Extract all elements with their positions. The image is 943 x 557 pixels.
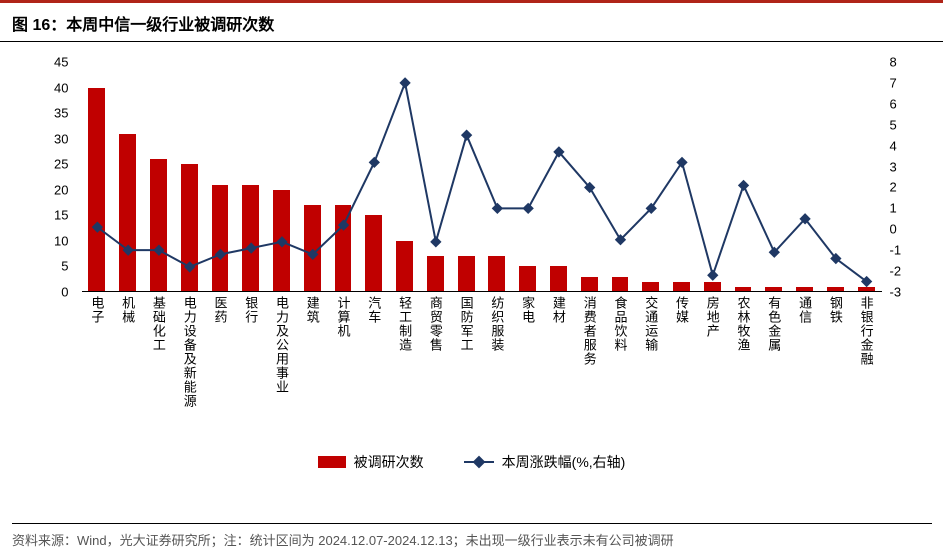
x-axis-labels: 电子机械基础化工电力设备及新能源医药银行电力及公用事业建筑计算机汽车轻工制造商贸… — [82, 296, 882, 426]
line-marker — [245, 242, 256, 253]
ytick-right: 7 — [890, 75, 940, 90]
ytick-left: 10 — [4, 233, 69, 248]
line-marker — [184, 261, 195, 272]
x-axis-label: 家电 — [518, 296, 537, 324]
x-axis-label: 交通运输 — [641, 296, 660, 352]
line-marker — [153, 245, 164, 256]
ytick-left: 0 — [4, 285, 69, 300]
legend-swatch-bar — [318, 456, 346, 468]
ytick-left: 20 — [4, 182, 69, 197]
ytick-left: 35 — [4, 106, 69, 121]
footer-divider — [12, 523, 932, 524]
ytick-right: 3 — [890, 159, 940, 174]
ytick-right: 5 — [890, 117, 940, 132]
x-axis-label: 商贸零售 — [426, 296, 445, 352]
x-axis-label: 医药 — [210, 296, 229, 324]
line-marker — [707, 270, 718, 281]
ytick-right: 0 — [890, 222, 940, 237]
ytick-right: 8 — [890, 55, 940, 70]
line-marker — [430, 236, 441, 247]
x-axis-label: 建材 — [549, 296, 568, 324]
footer: 资料来源：Wind，光大证券研究所；注：统计区间为 2024.12.07-202… — [12, 523, 932, 549]
legend: 被调研次数 本周涨跌幅(%,右轴) — [12, 452, 932, 472]
x-axis-label: 房地产 — [703, 296, 722, 338]
ytick-right: -2 — [890, 264, 940, 279]
line-layer — [82, 62, 882, 292]
ytick-right: 4 — [890, 138, 940, 153]
line-marker — [522, 203, 533, 214]
x-axis-label: 国防军工 — [457, 296, 476, 352]
legend-line-label: 本周涨跌幅(%,右轴) — [502, 452, 626, 472]
x-axis-label: 轻工制造 — [395, 296, 414, 352]
plot-region — [82, 62, 882, 292]
line-marker — [214, 249, 225, 260]
line-marker — [460, 130, 471, 141]
x-axis-label: 通信 — [795, 296, 814, 324]
x-axis-label: 钢铁 — [826, 296, 845, 324]
ytick-left: 40 — [4, 80, 69, 95]
legend-swatch-line — [464, 455, 494, 469]
ytick-right: 2 — [890, 180, 940, 195]
legend-bar-label: 被调研次数 — [354, 452, 424, 472]
ytick-left: 30 — [4, 131, 69, 146]
chart-title: 图 16：本周中信一级行业被调研次数 — [12, 17, 274, 34]
y-axis-right: -3-2-1012345678 — [882, 62, 932, 292]
x-axis-label: 农林牧渔 — [734, 296, 753, 352]
line-marker — [676, 157, 687, 168]
ytick-right: 6 — [890, 96, 940, 111]
x-axis-label: 机械 — [118, 296, 137, 324]
x-axis-label: 计算机 — [334, 296, 353, 338]
ytick-left: 45 — [4, 55, 69, 70]
ytick-right: 1 — [890, 201, 940, 216]
line-marker — [276, 236, 287, 247]
x-axis-label: 银行 — [241, 296, 260, 324]
x-axis-label: 电子 — [87, 296, 106, 324]
line-marker — [399, 77, 410, 88]
x-axis-label: 电力及公用事业 — [272, 296, 291, 394]
chart-title-bar: 图 16：本周中信一级行业被调研次数 — [0, 0, 943, 42]
ytick-right: -3 — [890, 285, 940, 300]
x-axis-label: 传媒 — [672, 296, 691, 324]
x-axis-label: 建筑 — [303, 296, 322, 324]
x-axis-label: 纺织服装 — [487, 296, 506, 352]
ytick-left: 5 — [4, 259, 69, 274]
x-axis-label: 消费者服务 — [580, 296, 599, 366]
ytick-right: -1 — [890, 243, 940, 258]
x-axis-label: 非银行金融 — [857, 296, 876, 366]
footer-text: 资料来源：Wind，光大证券研究所；注：统计区间为 2024.12.07-202… — [12, 533, 674, 548]
legend-item-bars: 被调研次数 — [318, 452, 424, 472]
trend-line — [97, 83, 866, 282]
x-axis-label: 电力设备及新能源 — [180, 296, 199, 408]
chart-area: 051015202530354045 -3-2-1012345678 电子机械基… — [12, 52, 932, 482]
legend-item-line: 本周涨跌幅(%,右轴) — [464, 452, 626, 472]
y-axis-left: 051015202530354045 — [12, 62, 77, 292]
ytick-left: 25 — [4, 157, 69, 172]
x-axis-label: 汽车 — [364, 296, 383, 324]
line-marker — [737, 180, 748, 191]
x-axis-label: 食品饮料 — [610, 296, 629, 352]
line-marker — [368, 157, 379, 168]
line-marker — [491, 203, 502, 214]
ytick-left: 15 — [4, 208, 69, 223]
x-axis-line — [82, 291, 882, 292]
x-axis-label: 基础化工 — [149, 296, 168, 352]
x-axis-label: 有色金属 — [764, 296, 783, 352]
